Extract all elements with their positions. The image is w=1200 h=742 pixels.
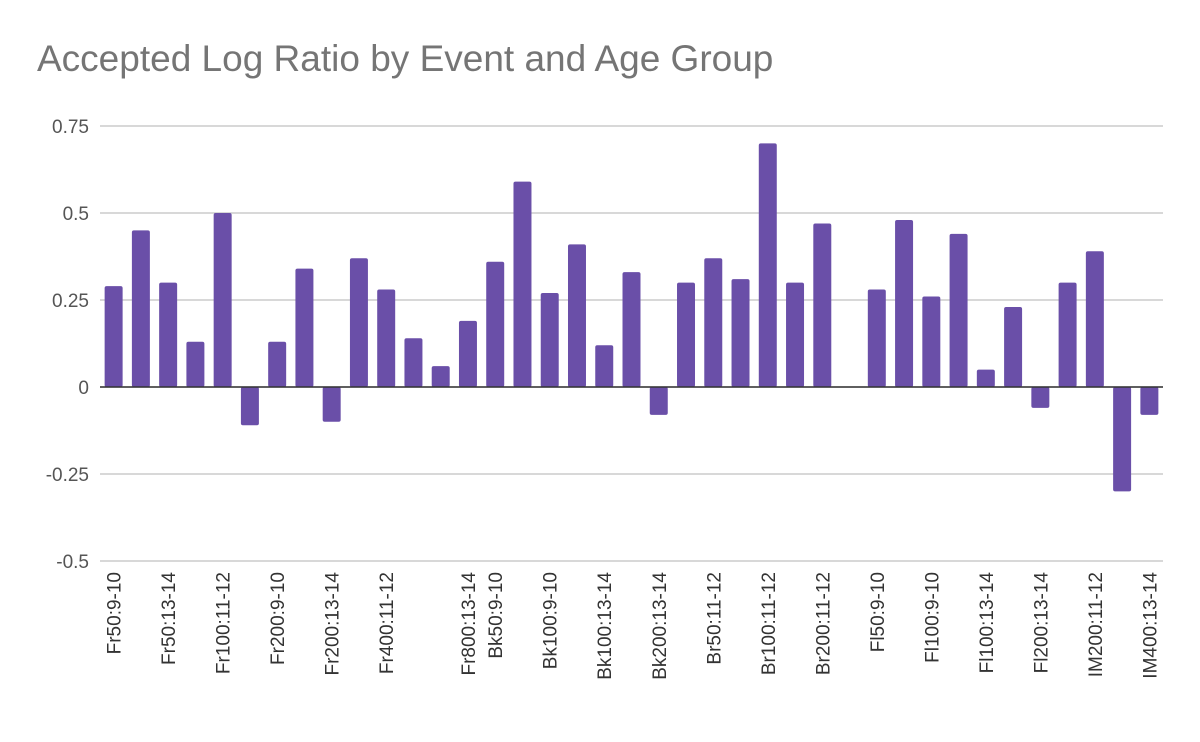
bar xyxy=(104,286,123,387)
x-category-label: Br200:11-12 xyxy=(813,572,834,675)
x-category-label: Bk100:9-10 xyxy=(541,572,562,669)
bar xyxy=(1058,282,1077,387)
x-category-label: Fl50:9-10 xyxy=(868,572,889,652)
x-category-label: Fr200:13-14 xyxy=(323,572,344,676)
x-category-label: Fl200:13-14 xyxy=(1031,572,1052,674)
bar xyxy=(867,289,886,387)
x-category-label: Br100:11-12 xyxy=(759,572,780,675)
bar xyxy=(731,279,750,387)
bar xyxy=(268,341,287,387)
y-tick-label: 0.75 xyxy=(52,117,89,138)
bar xyxy=(159,282,178,387)
bar xyxy=(595,345,614,387)
y-tick-label: 0.25 xyxy=(52,291,89,312)
bar xyxy=(758,143,777,387)
bar xyxy=(349,258,368,387)
bar xyxy=(622,272,641,387)
bar xyxy=(377,289,396,387)
bar xyxy=(322,387,341,422)
bar xyxy=(649,387,668,415)
bar xyxy=(1113,387,1132,492)
chart-title: Accepted Log Ratio by Event and Age Grou… xyxy=(37,38,774,79)
x-category-label: Br50:11-12 xyxy=(704,572,725,665)
y-tick-label: -0.25 xyxy=(46,465,89,486)
x-category-label: Fr50:13-14 xyxy=(159,572,180,665)
bar xyxy=(240,387,259,426)
bar xyxy=(404,338,423,387)
x-axis-category-labels: Fr50:9-10 Fr50:13-14 Fr100:11-12 Fr200:9-10… xyxy=(105,572,1162,680)
bar xyxy=(513,181,532,387)
x-category-label: Fl100:9-10 xyxy=(922,572,943,663)
bar xyxy=(540,293,559,387)
x-category-label: IM200:11-12 xyxy=(1086,572,1107,677)
y-axis-tick-labels: 0.75 0.5 0.25 0 -0.25 -0.5 xyxy=(46,117,89,573)
bar xyxy=(486,261,505,387)
bars xyxy=(104,143,1159,492)
x-category-label: Fr800:13-14 xyxy=(459,572,480,676)
bar xyxy=(295,268,314,387)
bar xyxy=(949,233,968,387)
x-category-label: Fr200:9-10 xyxy=(268,572,289,665)
bar xyxy=(976,369,995,387)
bar xyxy=(677,282,696,387)
bar xyxy=(1031,387,1050,408)
x-category-label: Fr100:11-12 xyxy=(214,572,235,674)
bar xyxy=(922,296,941,387)
bar xyxy=(1004,306,1023,387)
bar xyxy=(895,219,914,387)
bar xyxy=(458,320,477,387)
x-category-label: Fl100:13-14 xyxy=(977,572,998,674)
bar xyxy=(786,282,805,387)
x-category-label: Bk200:13-14 xyxy=(650,572,671,680)
bar xyxy=(813,223,832,387)
bar xyxy=(431,366,450,387)
bar xyxy=(567,244,586,387)
bar xyxy=(186,341,205,387)
bar xyxy=(131,230,150,387)
bar xyxy=(1085,251,1104,387)
x-category-label: Bk100:13-14 xyxy=(595,572,616,680)
bar xyxy=(704,258,723,387)
x-category-label: Fr400:11-12 xyxy=(377,572,398,674)
x-category-label: Fr50:9-10 xyxy=(105,572,126,654)
y-tick-label: 0.5 xyxy=(63,204,89,225)
x-category-label: IM400:13-14 xyxy=(1140,572,1161,679)
y-tick-label: -0.5 xyxy=(56,552,89,573)
bar xyxy=(213,213,232,387)
x-category-label: Bk50:9-10 xyxy=(486,572,507,659)
y-tick-label: 0 xyxy=(78,378,89,399)
bar xyxy=(1140,387,1159,415)
